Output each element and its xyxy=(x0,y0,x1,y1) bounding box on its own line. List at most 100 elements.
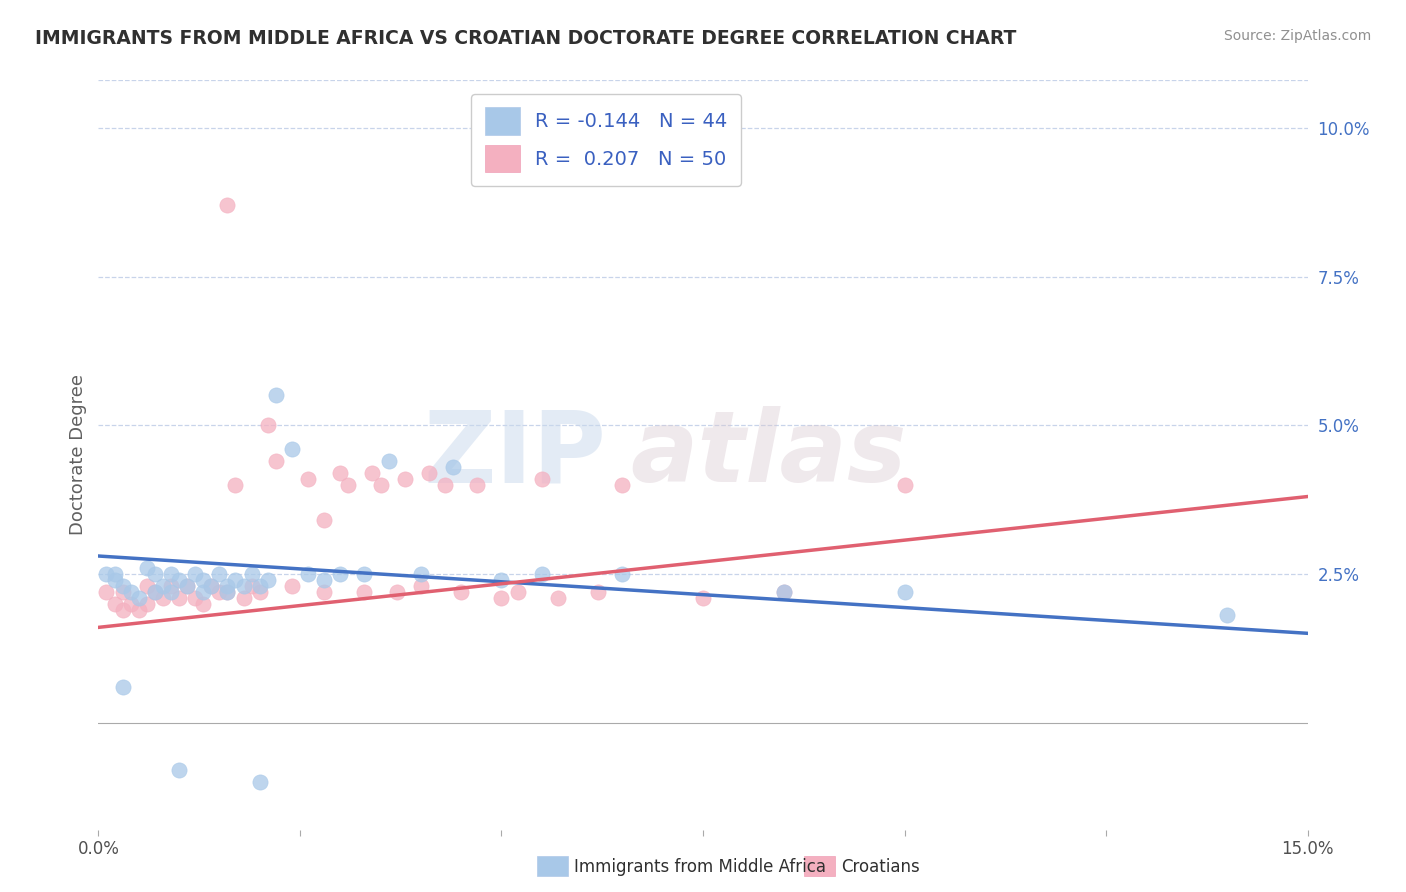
Point xyxy=(240,579,263,593)
Point xyxy=(772,584,794,599)
Point xyxy=(249,584,271,599)
Point xyxy=(329,566,352,581)
Point xyxy=(103,573,125,587)
Point xyxy=(96,584,118,599)
Point xyxy=(224,477,246,491)
Point xyxy=(612,566,634,581)
Point xyxy=(441,459,464,474)
Point xyxy=(434,477,457,491)
Point xyxy=(103,597,125,611)
Point xyxy=(135,579,157,593)
Point xyxy=(530,566,553,581)
Point xyxy=(167,591,190,605)
Point xyxy=(217,198,239,212)
Point xyxy=(217,579,239,593)
Point xyxy=(143,584,166,599)
Point xyxy=(96,566,118,581)
Point xyxy=(353,566,375,581)
Point xyxy=(120,584,142,599)
Point xyxy=(152,591,174,605)
Point xyxy=(1216,608,1239,623)
Point xyxy=(200,579,222,593)
Point xyxy=(893,477,915,491)
Text: Source: ZipAtlas.com: Source: ZipAtlas.com xyxy=(1223,29,1371,43)
Point xyxy=(893,584,915,599)
Point xyxy=(135,561,157,575)
Y-axis label: Doctorate Degree: Doctorate Degree xyxy=(69,375,87,535)
Point xyxy=(128,591,150,605)
Point xyxy=(135,597,157,611)
Point xyxy=(111,602,134,616)
Point xyxy=(217,584,239,599)
Point xyxy=(111,584,134,599)
Text: Croatians: Croatians xyxy=(841,858,920,876)
Point xyxy=(256,573,278,587)
Point xyxy=(409,566,432,581)
Point xyxy=(111,579,134,593)
Point xyxy=(506,584,529,599)
Point xyxy=(184,566,207,581)
Point xyxy=(184,591,207,605)
Point xyxy=(160,566,183,581)
Point xyxy=(314,573,336,587)
Text: Immigrants from Middle Africa: Immigrants from Middle Africa xyxy=(574,858,825,876)
Point xyxy=(128,602,150,616)
Point xyxy=(176,579,198,593)
Point xyxy=(394,472,416,486)
Point xyxy=(547,591,569,605)
Point xyxy=(256,418,278,433)
Point xyxy=(217,584,239,599)
Point xyxy=(232,591,254,605)
Point xyxy=(361,466,384,480)
Point xyxy=(232,579,254,593)
Point xyxy=(530,472,553,486)
Point xyxy=(193,584,215,599)
Point xyxy=(152,579,174,593)
Point xyxy=(167,763,190,777)
Point xyxy=(612,477,634,491)
Point xyxy=(337,477,360,491)
Point xyxy=(193,573,215,587)
Point xyxy=(409,579,432,593)
Point xyxy=(586,584,609,599)
Point xyxy=(160,579,183,593)
Point xyxy=(176,579,198,593)
Point xyxy=(208,584,231,599)
Point xyxy=(281,442,304,456)
Point xyxy=(193,597,215,611)
Point xyxy=(264,388,287,402)
Point xyxy=(103,566,125,581)
Point xyxy=(240,566,263,581)
Point xyxy=(297,472,319,486)
Point xyxy=(450,584,472,599)
Point xyxy=(353,584,375,599)
Point xyxy=(370,477,392,491)
Point xyxy=(143,566,166,581)
Point xyxy=(297,566,319,581)
Point xyxy=(200,579,222,593)
Point xyxy=(772,584,794,599)
Point xyxy=(491,591,513,605)
Point xyxy=(314,513,336,527)
Point xyxy=(120,597,142,611)
Point xyxy=(160,584,183,599)
Point xyxy=(143,584,166,599)
Text: IMMIGRANTS FROM MIDDLE AFRICA VS CROATIAN DOCTORATE DEGREE CORRELATION CHART: IMMIGRANTS FROM MIDDLE AFRICA VS CROATIA… xyxy=(35,29,1017,47)
Text: atlas: atlas xyxy=(630,407,907,503)
Point xyxy=(418,466,440,480)
Text: ZIP: ZIP xyxy=(423,407,606,503)
Point xyxy=(249,579,271,593)
Point xyxy=(692,591,714,605)
Point xyxy=(208,566,231,581)
Point xyxy=(281,579,304,593)
Point xyxy=(111,680,134,694)
Point xyxy=(465,477,488,491)
Point xyxy=(385,584,408,599)
Point xyxy=(314,584,336,599)
Point xyxy=(491,573,513,587)
Point xyxy=(249,775,271,789)
Point xyxy=(167,573,190,587)
Point xyxy=(264,454,287,468)
Point xyxy=(377,454,399,468)
Point xyxy=(224,573,246,587)
